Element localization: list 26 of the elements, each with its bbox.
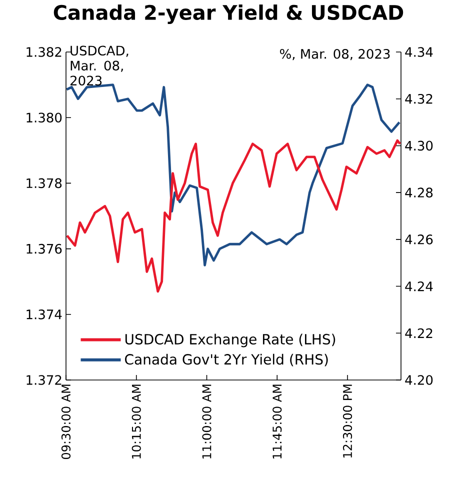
chart-title: Canada 2-year Yield & USDCAD (54, 4, 404, 24)
y2-tick-label: 4.30 (405, 140, 433, 151)
x-tick-label: 12:30:00 PM (342, 384, 352, 458)
y-tick-label: 1.382 (26, 47, 62, 57)
y-axis-title: USDCAD, Mar. 08, 2023 (70, 46, 128, 86)
y2-tick-label: 4.22 (405, 328, 432, 338)
x-tick-label: 11:00:00 AM (202, 384, 212, 458)
x-tick-label: 09:30:00 AM (61, 384, 71, 460)
y-tick-label: 1.380 (26, 112, 62, 123)
x-tick-label: 10:15:00 AM (132, 384, 141, 458)
y-tick-label: 1.376 (26, 244, 62, 254)
y-tick-label: 1.378 (26, 178, 62, 188)
legend-label: Canada Gov't 2Yr Yield (RHS) (125, 354, 328, 366)
y2-tick-label: 4.26 (405, 234, 433, 244)
x-tick-label: 11:45:00 AM (272, 384, 282, 458)
legend-label: USDCAD Exchange Rate (LHS) (125, 334, 336, 348)
line-series (66, 139, 402, 293)
y-tick-label: 1.374 (26, 309, 62, 320)
y2-tick-label: 4.32 (405, 94, 432, 104)
y2-axis-title: %, Mar. 08, 2023 (280, 48, 390, 60)
y2-tick-label: 4.24 (405, 281, 433, 292)
y2-tick-label: 4.20 (405, 375, 433, 385)
y2-tick-label: 4.28 (405, 188, 433, 198)
line-series (65, 84, 401, 266)
y-tick-label: 1.372 (26, 375, 62, 385)
y2-tick-label: 4.34 (405, 47, 433, 57)
